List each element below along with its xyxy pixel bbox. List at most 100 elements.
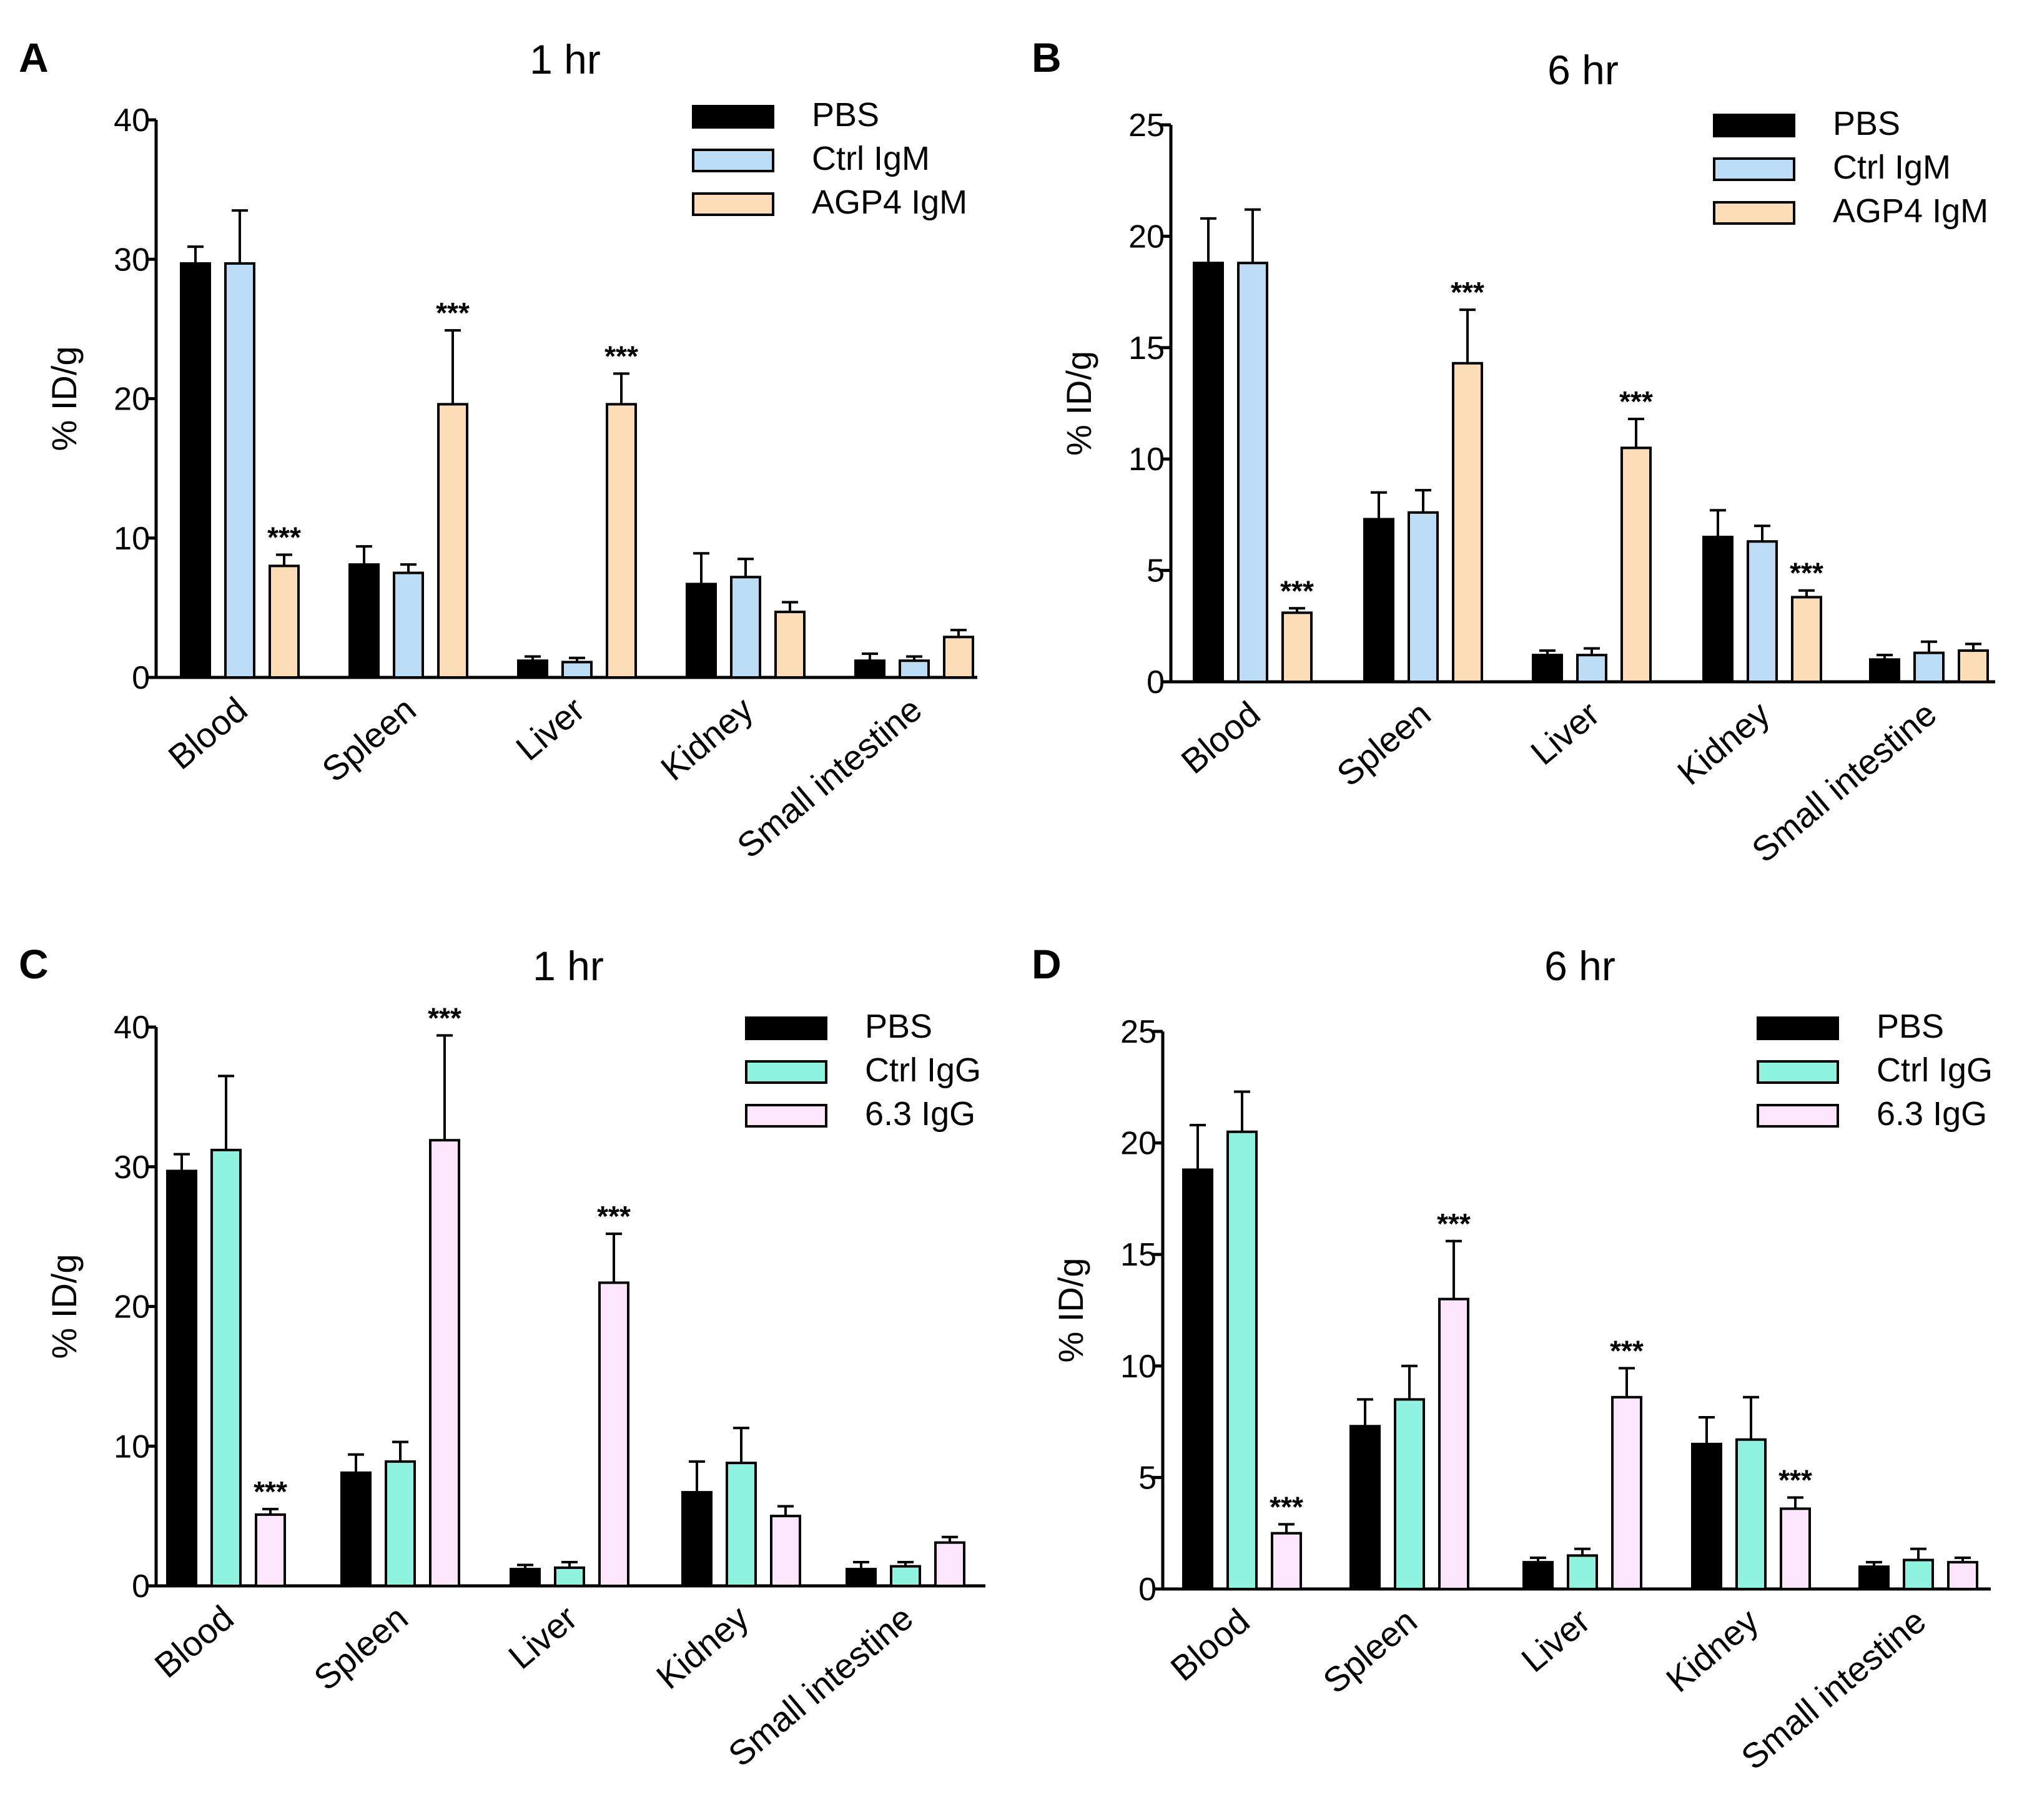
bar xyxy=(1532,654,1563,683)
y-tick-label: 20 xyxy=(1120,1126,1157,1162)
legend-label: PBS xyxy=(812,96,879,134)
significance-marker: *** xyxy=(604,340,638,372)
bar xyxy=(437,403,468,679)
y-tick-label: 10 xyxy=(114,1429,150,1465)
y-tick-label: 10 xyxy=(114,521,150,557)
bar xyxy=(1702,536,1734,684)
bar xyxy=(1691,1442,1722,1591)
y-tick-label: 5 xyxy=(1138,1460,1157,1496)
bar xyxy=(1271,1532,1302,1590)
legend-swatch xyxy=(745,1104,827,1128)
x-tick-label: Liver xyxy=(1514,1601,1597,1680)
bar xyxy=(1947,1561,1978,1590)
bar xyxy=(1958,649,1989,683)
y-tick-label: 5 xyxy=(1147,553,1165,589)
bar xyxy=(1913,651,1945,683)
legend-swatch xyxy=(745,1016,827,1040)
bar xyxy=(1522,1561,1554,1590)
bar xyxy=(1858,1565,1890,1591)
y-tick-label: 25 xyxy=(1120,1014,1157,1050)
y-axis-title: % ID/g xyxy=(1051,1257,1090,1362)
x-tick-label: Blood xyxy=(1163,1601,1256,1688)
significance-marker: *** xyxy=(1619,385,1653,418)
bar xyxy=(1394,1398,1425,1590)
y-tick-label: 25 xyxy=(1128,107,1165,144)
bar xyxy=(1747,540,1778,683)
legend-label: 6.3 IgG xyxy=(1877,1095,1987,1133)
bar xyxy=(517,659,548,679)
legend-swatch xyxy=(745,1060,827,1084)
significance-marker: *** xyxy=(436,297,470,329)
bar xyxy=(510,1568,541,1587)
x-tick-label: Blood xyxy=(1173,694,1267,781)
panel-letter: C xyxy=(19,941,49,987)
legend-swatch xyxy=(692,149,774,172)
legend-label: PBS xyxy=(865,1008,932,1045)
legend-label: Ctrl IgM xyxy=(1833,149,1951,186)
y-tick-label: 40 xyxy=(114,102,150,139)
chart-title: 6 hr xyxy=(1544,943,1615,989)
bar xyxy=(598,1281,629,1587)
bar xyxy=(224,262,255,679)
significance-marker: *** xyxy=(1451,276,1484,308)
bar xyxy=(1567,1554,1598,1590)
bar xyxy=(1438,1297,1469,1590)
legend-swatch xyxy=(1713,114,1795,137)
significance-marker: *** xyxy=(1280,574,1314,607)
significance-marker: *** xyxy=(1437,1208,1471,1240)
bar xyxy=(1903,1558,1934,1590)
chart-title: 1 hr xyxy=(530,36,601,82)
bar xyxy=(210,1148,242,1587)
bar xyxy=(1182,1168,1213,1590)
bar xyxy=(846,1568,877,1587)
bar xyxy=(774,611,806,679)
x-tick-label: Small intestine xyxy=(729,689,929,865)
legend-label: AGP4 IgM xyxy=(812,184,967,221)
bar xyxy=(1408,511,1439,683)
bar xyxy=(255,1513,286,1587)
significance-marker: *** xyxy=(267,521,301,554)
chart-title: 1 hr xyxy=(533,943,604,989)
legend-label: Ctrl IgG xyxy=(1877,1051,1993,1089)
legend-label: PBS xyxy=(1833,105,1900,142)
x-tick-label: Liver xyxy=(501,1598,584,1676)
bar xyxy=(606,403,637,679)
bar xyxy=(1363,518,1394,683)
bar xyxy=(1193,262,1224,683)
significance-marker: *** xyxy=(1610,1334,1644,1367)
bar xyxy=(934,1541,965,1587)
legend-swatch xyxy=(692,105,774,129)
y-tick-label: 0 xyxy=(132,1568,150,1605)
x-tick-label: Blood xyxy=(147,1598,240,1685)
x-tick-label: Spleen xyxy=(1329,694,1438,794)
legend-swatch xyxy=(1757,1104,1839,1128)
x-tick-label: Spleen xyxy=(1316,1601,1424,1701)
bar xyxy=(1281,611,1313,684)
bar xyxy=(681,1491,713,1587)
y-tick-label: 20 xyxy=(114,381,150,418)
bar xyxy=(686,583,717,679)
y-tick-label: 15 xyxy=(1128,330,1165,366)
bar xyxy=(554,1566,585,1588)
legend-swatch xyxy=(692,192,774,216)
y-tick-label: 30 xyxy=(114,1149,150,1186)
bar xyxy=(269,564,300,679)
bar xyxy=(1226,1130,1258,1590)
x-tick-label: Small intestine xyxy=(1744,694,1943,870)
x-tick-label: Kidney xyxy=(649,1598,756,1696)
legend-label: AGP4 IgM xyxy=(1833,192,1988,230)
y-tick-label: 40 xyxy=(114,1010,150,1046)
bar xyxy=(1349,1425,1381,1590)
bar xyxy=(348,563,380,679)
bar xyxy=(1735,1438,1767,1591)
legend-swatch xyxy=(1757,1060,1839,1084)
panel-letter: A xyxy=(19,34,49,81)
bar xyxy=(180,262,211,679)
y-axis-title: % ID/g xyxy=(1059,351,1098,456)
legend-swatch xyxy=(1757,1016,1839,1040)
y-tick-label: 15 xyxy=(1120,1237,1157,1273)
panel-letter: B xyxy=(1032,34,1062,81)
x-tick-label: Liver xyxy=(508,689,591,768)
x-tick-label: Kidney xyxy=(653,689,761,788)
